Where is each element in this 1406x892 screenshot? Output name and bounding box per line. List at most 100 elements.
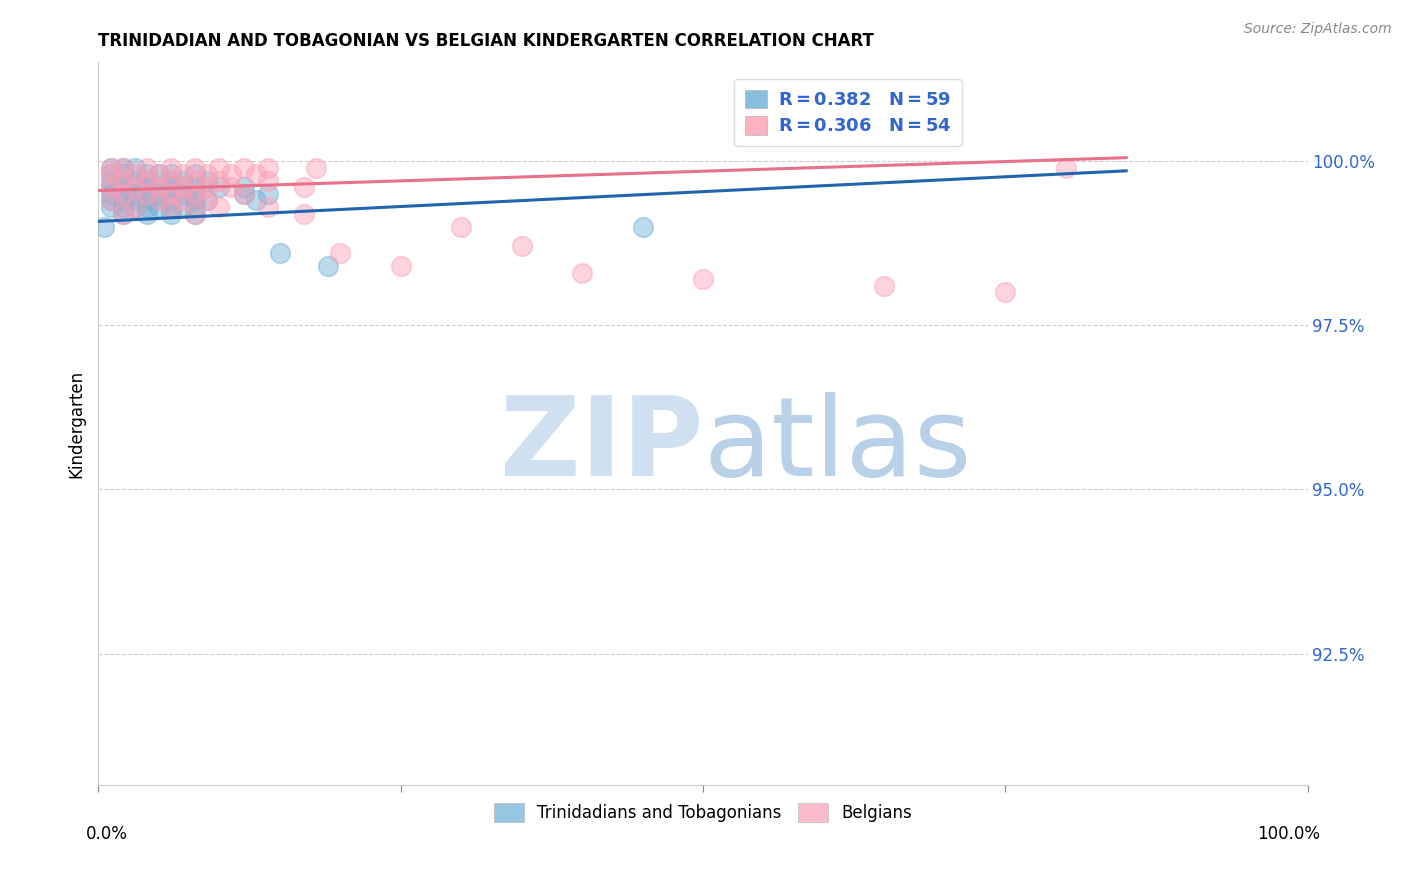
Point: [232, 161, 254, 175]
Point: [195, 180, 218, 194]
Point: [148, 200, 170, 214]
Point: [221, 180, 243, 194]
Point: [245, 167, 267, 181]
Point: [873, 278, 896, 293]
Point: [111, 167, 134, 181]
Point: [184, 206, 207, 220]
Point: [100, 180, 122, 194]
Point: [111, 194, 134, 208]
Point: [124, 194, 146, 208]
Point: [124, 180, 146, 194]
Point: [160, 186, 183, 201]
Point: [148, 186, 170, 201]
Point: [100, 167, 122, 181]
Point: [135, 206, 157, 220]
Point: [160, 200, 183, 214]
Point: [100, 161, 122, 175]
Point: [124, 200, 146, 214]
Point: [195, 194, 218, 208]
Point: [172, 180, 194, 194]
Point: [160, 206, 183, 220]
Point: [111, 200, 134, 214]
Point: [172, 180, 194, 194]
Point: [148, 194, 170, 208]
Point: [148, 167, 170, 181]
Text: TRINIDADIAN AND TOBAGONIAN VS BELGIAN KINDERGARTEN CORRELATION CHART: TRINIDADIAN AND TOBAGONIAN VS BELGIAN KI…: [98, 32, 875, 50]
Point: [631, 219, 654, 234]
Point: [148, 180, 170, 194]
Point: [195, 194, 218, 208]
Point: [184, 200, 207, 214]
Point: [160, 167, 183, 181]
Point: [135, 161, 157, 175]
Point: [135, 186, 157, 201]
Point: [692, 272, 714, 286]
Point: [111, 186, 134, 201]
Point: [269, 246, 291, 260]
Point: [184, 180, 207, 194]
Point: [100, 194, 122, 208]
Point: [100, 174, 122, 188]
Point: [316, 259, 339, 273]
Point: [184, 186, 207, 201]
Point: [1054, 161, 1077, 175]
Point: [221, 167, 243, 181]
Point: [135, 186, 157, 201]
Point: [160, 186, 183, 201]
Point: [160, 200, 183, 214]
Text: atlas: atlas: [703, 392, 972, 499]
Point: [195, 174, 218, 188]
Point: [111, 206, 134, 220]
Point: [305, 161, 328, 175]
Point: [256, 161, 278, 175]
Point: [100, 161, 122, 175]
Point: [160, 180, 183, 194]
Point: [160, 161, 183, 175]
Point: [256, 200, 278, 214]
Point: [135, 200, 157, 214]
Point: [172, 174, 194, 188]
Point: [100, 186, 122, 201]
Point: [124, 174, 146, 188]
Point: [232, 180, 254, 194]
Point: [135, 174, 157, 188]
Point: [184, 186, 207, 201]
Point: [389, 259, 412, 273]
Point: [124, 186, 146, 201]
Point: [232, 186, 254, 201]
Point: [208, 161, 231, 175]
Point: [160, 174, 183, 188]
Point: [256, 174, 278, 188]
Point: [172, 200, 194, 214]
Point: [135, 180, 157, 194]
Point: [994, 285, 1017, 300]
Point: [148, 167, 170, 181]
Point: [111, 174, 134, 188]
Point: [124, 180, 146, 194]
Y-axis label: Kindergarten: Kindergarten: [67, 369, 86, 478]
Point: [329, 246, 352, 260]
Point: [111, 206, 134, 220]
Point: [195, 167, 218, 181]
Point: [184, 167, 207, 181]
Point: [100, 194, 122, 208]
Point: [160, 194, 183, 208]
Point: [292, 180, 315, 194]
Point: [184, 194, 207, 208]
Point: [292, 206, 315, 220]
Point: [256, 186, 278, 201]
Point: [100, 200, 122, 214]
Point: [172, 194, 194, 208]
Point: [124, 200, 146, 214]
Point: [184, 161, 207, 175]
Point: [148, 180, 170, 194]
Text: ZIP: ZIP: [499, 392, 703, 499]
Point: [111, 180, 134, 194]
Point: [571, 266, 593, 280]
Point: [160, 174, 183, 188]
Point: [208, 174, 231, 188]
Point: [111, 186, 134, 201]
Point: [172, 167, 194, 181]
Point: [100, 167, 122, 181]
Point: [208, 200, 231, 214]
